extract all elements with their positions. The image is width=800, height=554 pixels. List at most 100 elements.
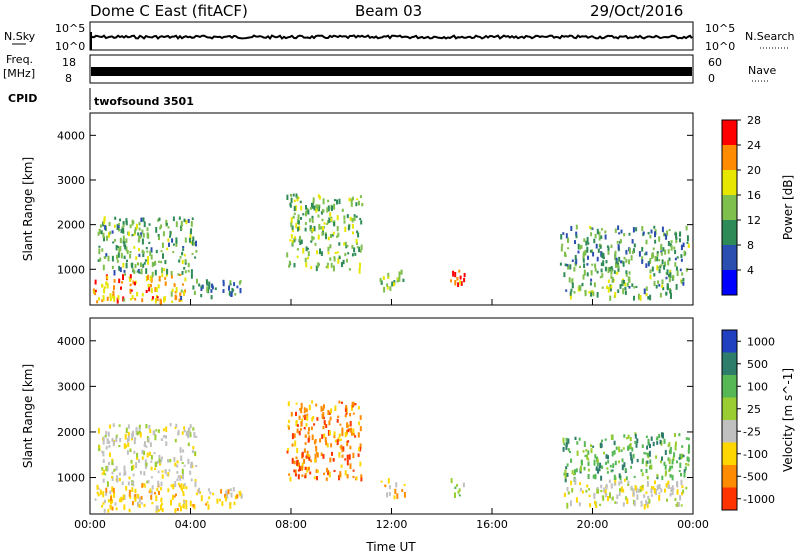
power-echo-cell xyxy=(111,294,114,299)
power-echo-cell xyxy=(600,262,603,266)
velocity-echo-cell xyxy=(158,458,161,463)
velocity-echo-cell xyxy=(129,448,132,453)
velocity-echo-cell xyxy=(586,484,589,488)
velocity-echo-cell xyxy=(683,472,686,478)
power-echo-cell xyxy=(614,250,617,256)
power-echo-cell xyxy=(229,280,232,286)
power-echo-cell xyxy=(148,286,151,292)
power-echo-cell xyxy=(598,231,601,236)
power-echo-cell xyxy=(577,250,580,254)
velocity-echo-cell xyxy=(137,502,139,507)
power-echo-cell xyxy=(117,226,120,232)
velocity-echo-cell xyxy=(175,423,178,428)
power-echo-cell xyxy=(336,199,338,205)
velocity-echo-cell xyxy=(109,490,112,494)
power-echo-cell xyxy=(661,226,664,233)
velocity-echo-cell xyxy=(295,420,298,427)
power-echo-cell xyxy=(644,253,647,256)
power-echo-cell xyxy=(198,283,201,287)
velocity-echo-cell xyxy=(147,437,150,443)
power-echo-cell xyxy=(136,291,139,297)
power-echo-cell xyxy=(641,256,644,262)
power-echo-cell xyxy=(647,261,650,267)
power-echo-cell xyxy=(398,271,401,277)
power-echo-cell xyxy=(683,250,686,257)
power-echo-cell xyxy=(343,220,346,224)
velocity-echo-cell xyxy=(681,492,683,496)
velocity-echo-cell xyxy=(573,469,576,476)
velocity-echo-cell xyxy=(588,494,591,498)
velocity-colorbar-tick-label: 25 xyxy=(747,403,761,416)
velocity-echo-cell xyxy=(134,493,137,500)
velocity-echo-cell xyxy=(139,432,142,438)
power-echo-cell xyxy=(616,241,619,244)
power-echo-cell xyxy=(567,239,570,243)
power-echo-cell xyxy=(192,236,195,241)
velocity-echo-cell xyxy=(134,488,137,493)
power-echo-cell xyxy=(649,274,652,280)
power-echo-cell xyxy=(338,242,341,246)
velocity-echo-cell xyxy=(160,504,162,511)
power-echo-cell xyxy=(651,252,654,258)
power-echo-cell xyxy=(311,218,314,224)
power-echo-cell xyxy=(594,263,597,268)
power-echo-cell xyxy=(678,233,681,237)
velocity-echo-cell xyxy=(150,454,153,460)
power-echo-cell xyxy=(155,227,158,233)
velocity-echo-cell xyxy=(359,446,362,452)
power-echo-cell xyxy=(657,266,660,269)
velocity-echo-cell xyxy=(135,462,138,469)
power-echo-cell xyxy=(560,246,563,252)
power-echo-cell xyxy=(626,282,629,287)
power-echo-cell xyxy=(327,205,330,212)
power-echo-cell xyxy=(620,260,623,264)
velocity-echo-cell xyxy=(167,488,170,493)
power-echo-cell xyxy=(330,262,333,268)
power-echo-cell xyxy=(628,232,631,236)
power-echo-cell xyxy=(661,279,664,285)
power-echo-cell xyxy=(189,234,192,240)
power-echo-cell xyxy=(208,281,211,287)
velocity-echo-cell xyxy=(169,423,172,427)
power-echo-cell xyxy=(642,231,645,235)
velocity-echo-cell xyxy=(646,481,649,487)
power-echo-cell xyxy=(120,286,122,290)
velocity-echo-cell xyxy=(614,460,617,466)
velocity-echo-cell xyxy=(207,504,210,510)
velocity-echo-cell xyxy=(136,452,139,459)
power-echo-cell xyxy=(351,217,354,223)
power-echo-cell xyxy=(294,236,296,240)
velocity-echo-cell xyxy=(191,449,194,454)
velocity-echo-cell xyxy=(298,415,301,420)
velocity-colorbar-swatch xyxy=(722,397,737,420)
velocity-echo-cell xyxy=(97,427,100,434)
velocity-echo-cell xyxy=(305,423,308,427)
power-echo-cell xyxy=(618,232,621,235)
velocity-echo-cell xyxy=(645,468,648,473)
velocity-echo-cell xyxy=(287,419,290,424)
velocity-echo-cell xyxy=(682,454,685,458)
power-echo-cell xyxy=(659,292,662,298)
velocity-echo-cell xyxy=(336,439,339,446)
power-echo-cell xyxy=(229,283,232,286)
power-echo-cell xyxy=(298,225,301,231)
velocity-echo-cell xyxy=(566,487,569,492)
power-echo-cell xyxy=(117,223,120,227)
velocity-echo-cell xyxy=(572,472,575,476)
velocity-echo-cell xyxy=(104,434,107,438)
velocity-echo-cell xyxy=(154,492,156,495)
velocity-echo-cell xyxy=(161,474,164,479)
velocity-echo-cell xyxy=(621,464,624,471)
power-echo-cell xyxy=(141,249,144,254)
power-echo-cell xyxy=(154,260,157,266)
power-echo-cell xyxy=(588,291,591,294)
velocity-echo-cell xyxy=(330,408,333,414)
velocity-echo-cell xyxy=(194,479,197,483)
power-echo-cell xyxy=(222,289,225,293)
power-echo-cell xyxy=(107,255,110,262)
velocity-echo-cell xyxy=(668,458,671,465)
velocity-echo-cell xyxy=(636,438,639,444)
power-echo-cell xyxy=(99,224,102,228)
velocity-echo-cell xyxy=(603,487,606,493)
